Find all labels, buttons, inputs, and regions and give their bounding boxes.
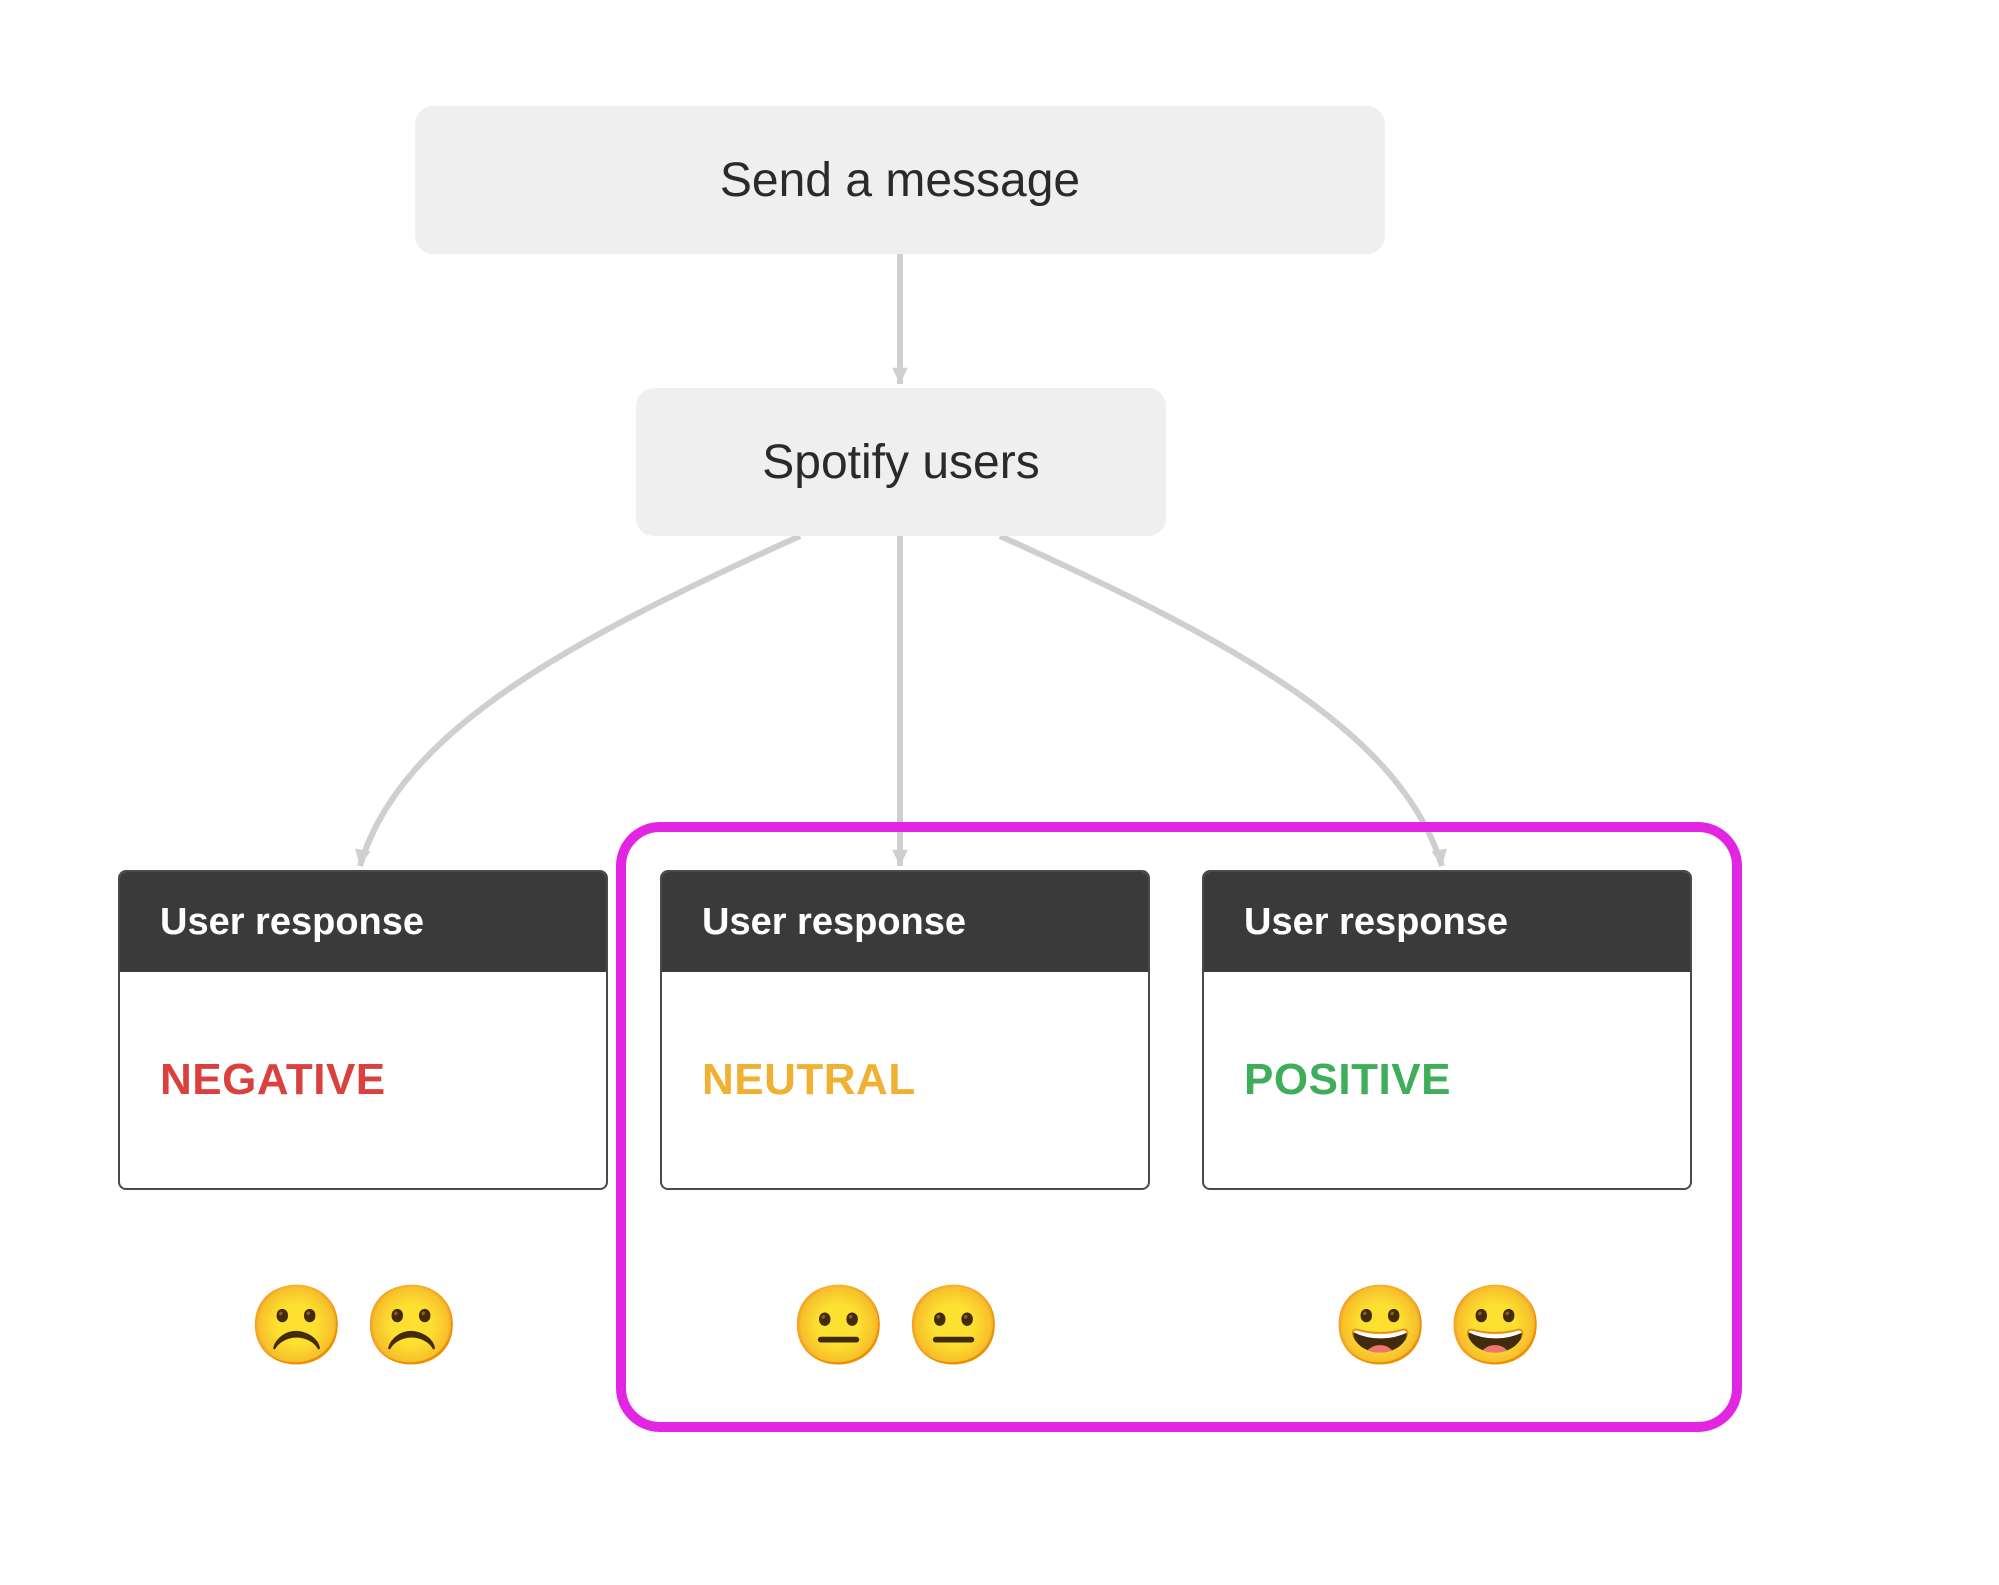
emoji-row-neutral: 😐😐: [790, 1280, 1002, 1372]
arrow-a2-left: [360, 536, 800, 866]
diagram-canvas: Send a message Spotify users User respon…: [0, 0, 1999, 1585]
node-send-message: Send a message: [415, 106, 1385, 254]
card-body: POSITIVE: [1204, 972, 1690, 1188]
emoji-icon: 😐: [905, 1280, 1002, 1372]
arrowhead-icon: [892, 368, 908, 384]
emoji-icon: 😀: [1447, 1280, 1544, 1372]
card-positive: User response POSITIVE: [1202, 870, 1692, 1190]
card-header: User response: [120, 872, 606, 972]
emoji-icon: ☹️: [363, 1280, 460, 1372]
card-neutral: User response NEUTRAL: [660, 870, 1150, 1190]
card-negative: User response NEGATIVE: [118, 870, 608, 1190]
card-body-label: NEGATIVE: [160, 1055, 386, 1105]
arrow-a2-right: [1000, 536, 1442, 866]
emoji-icon: ☹️: [248, 1280, 345, 1372]
emoji-icon: 😀: [1332, 1280, 1429, 1372]
arrowhead-icon: [355, 849, 370, 866]
emoji-icon: 😐: [790, 1280, 887, 1372]
card-header: User response: [662, 872, 1148, 972]
card-body: NEGATIVE: [120, 972, 606, 1188]
card-body-label: POSITIVE: [1244, 1055, 1451, 1105]
node-spotify-users-label: Spotify users: [762, 435, 1039, 490]
card-header-label: User response: [160, 901, 424, 944]
emoji-row-positive: 😀😀: [1332, 1280, 1544, 1372]
card-body: NEUTRAL: [662, 972, 1148, 1188]
card-header-label: User response: [1244, 901, 1508, 944]
card-body-label: NEUTRAL: [702, 1055, 916, 1105]
node-send-message-label: Send a message: [720, 153, 1080, 208]
node-spotify-users: Spotify users: [636, 388, 1166, 536]
card-header-label: User response: [702, 901, 966, 944]
emoji-row-negative: ☹️☹️: [248, 1280, 460, 1372]
card-header: User response: [1204, 872, 1690, 972]
